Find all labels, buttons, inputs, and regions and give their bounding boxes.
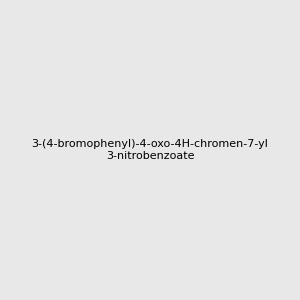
Text: 3-(4-bromophenyl)-4-oxo-4H-chromen-7-yl 3-nitrobenzoate: 3-(4-bromophenyl)-4-oxo-4H-chromen-7-yl … [32, 139, 268, 161]
